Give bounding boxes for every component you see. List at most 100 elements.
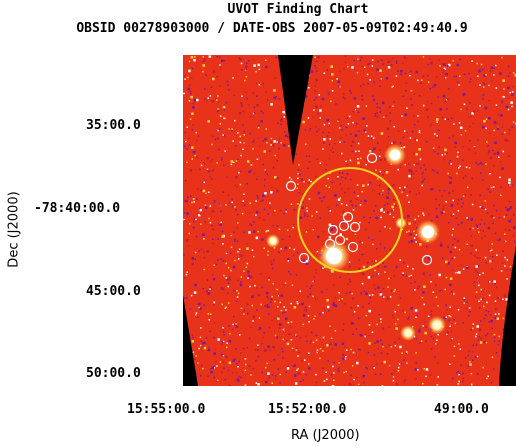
noise-speck bbox=[329, 210, 331, 212]
noise-speck bbox=[491, 356, 494, 358]
noise-speck bbox=[444, 68, 447, 70]
noise-speck bbox=[217, 238, 219, 240]
noise-speck bbox=[475, 335, 477, 338]
noise-speck bbox=[481, 162, 483, 165]
noise-speck bbox=[410, 282, 412, 284]
noise-speck bbox=[381, 193, 384, 195]
noise-speck bbox=[213, 201, 216, 204]
noise-speck bbox=[236, 186, 238, 188]
noise-speck bbox=[508, 229, 511, 231]
noise-speck bbox=[501, 167, 504, 170]
noise-speck bbox=[212, 278, 216, 281]
noise-speck bbox=[199, 213, 202, 215]
noise-speck bbox=[256, 83, 258, 85]
noise-speck bbox=[491, 268, 493, 270]
noise-speck bbox=[405, 352, 408, 355]
noise-speck bbox=[422, 212, 424, 215]
noise-speck bbox=[342, 96, 345, 99]
noise-speck bbox=[330, 374, 333, 376]
noise-speck bbox=[345, 204, 348, 206]
noise-speck bbox=[424, 331, 427, 335]
noise-speck bbox=[408, 174, 411, 178]
noise-speck bbox=[452, 213, 455, 215]
noise-speck bbox=[237, 132, 239, 134]
noise-speck bbox=[343, 67, 345, 70]
noise-speck bbox=[349, 278, 351, 281]
noise-speck bbox=[331, 79, 333, 82]
noise-speck bbox=[437, 305, 439, 307]
noise-speck bbox=[447, 262, 450, 265]
noise-speck bbox=[206, 289, 208, 292]
noise-speck bbox=[250, 374, 252, 376]
noise-speck bbox=[467, 186, 469, 189]
noise-speck bbox=[483, 119, 486, 123]
noise-speck bbox=[228, 325, 230, 327]
noise-speck bbox=[244, 369, 247, 371]
noise-speck bbox=[417, 287, 419, 289]
noise-speck bbox=[404, 57, 407, 59]
noise-speck bbox=[425, 375, 427, 378]
noise-speck bbox=[337, 178, 339, 180]
noise-speck bbox=[495, 352, 498, 354]
noise-speck bbox=[240, 376, 242, 379]
noise-speck bbox=[490, 66, 494, 69]
noise-speck bbox=[332, 348, 334, 350]
noise-speck bbox=[449, 250, 453, 254]
noise-speck bbox=[395, 327, 398, 330]
noise-speck bbox=[372, 243, 374, 246]
noise-speck bbox=[237, 213, 239, 216]
noise-speck bbox=[204, 204, 207, 206]
noise-speck bbox=[373, 367, 375, 369]
noise-speck bbox=[442, 208, 444, 210]
mask-bottom-right bbox=[499, 245, 516, 386]
noise-speck bbox=[234, 184, 236, 187]
noise-speck bbox=[239, 141, 242, 144]
noise-speck bbox=[473, 285, 475, 287]
noise-speck bbox=[411, 130, 414, 133]
noise-speck bbox=[297, 355, 299, 357]
noise-speck bbox=[263, 349, 267, 352]
noise-speck bbox=[482, 298, 484, 300]
noise-speck bbox=[482, 272, 484, 274]
noise-speck bbox=[269, 207, 271, 209]
noise-speck bbox=[206, 279, 209, 281]
noise-speck bbox=[379, 69, 382, 72]
noise-speck bbox=[254, 284, 256, 287]
noise-speck bbox=[308, 179, 310, 181]
noise-speck bbox=[190, 77, 193, 79]
noise-speck bbox=[480, 298, 482, 301]
noise-speck bbox=[474, 255, 476, 257]
noise-speck bbox=[490, 186, 493, 189]
noise-speck bbox=[351, 150, 354, 153]
noise-speck bbox=[436, 384, 439, 386]
noise-speck bbox=[366, 125, 368, 127]
noise-speck bbox=[285, 317, 288, 321]
noise-speck bbox=[304, 143, 307, 146]
noise-speck bbox=[367, 136, 369, 139]
noise-speck bbox=[340, 203, 343, 205]
noise-speck bbox=[458, 84, 460, 86]
noise-speck bbox=[231, 361, 233, 363]
noise-speck bbox=[422, 325, 424, 327]
noise-speck bbox=[427, 116, 429, 118]
noise-speck bbox=[241, 69, 243, 71]
noise-speck bbox=[333, 302, 335, 304]
noise-speck bbox=[372, 59, 374, 61]
noise-speck bbox=[202, 64, 205, 67]
noise-speck bbox=[207, 97, 209, 99]
noise-speck bbox=[380, 363, 383, 365]
noise-speck bbox=[408, 316, 410, 318]
noise-speck bbox=[391, 142, 393, 144]
noise-speck bbox=[374, 113, 377, 115]
noise-speck bbox=[240, 154, 242, 157]
noise-speck bbox=[207, 375, 209, 377]
x-tick-label: 15:52:00.0 bbox=[268, 402, 347, 417]
noise-speck bbox=[319, 109, 322, 112]
noise-speck bbox=[338, 127, 341, 129]
noise-speck bbox=[345, 134, 348, 136]
noise-speck bbox=[341, 172, 344, 174]
noise-speck bbox=[369, 216, 371, 219]
noise-speck bbox=[496, 152, 500, 155]
noise-speck bbox=[306, 340, 308, 343]
noise-speck bbox=[234, 206, 236, 208]
